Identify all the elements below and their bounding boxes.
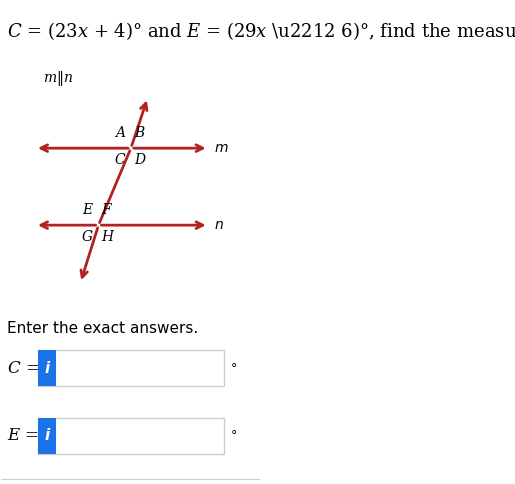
- Text: $m$: $m$: [214, 141, 228, 155]
- FancyBboxPatch shape: [38, 350, 224, 386]
- FancyBboxPatch shape: [38, 350, 56, 386]
- Text: D: D: [134, 153, 145, 167]
- Text: Enter the exact answers.: Enter the exact answers.: [7, 321, 198, 336]
- Text: B: B: [134, 126, 144, 140]
- Text: i: i: [44, 361, 49, 376]
- Text: $n$: $n$: [214, 218, 224, 232]
- Text: E: E: [83, 203, 93, 217]
- Text: H: H: [101, 230, 113, 244]
- Text: F: F: [101, 203, 111, 217]
- FancyBboxPatch shape: [2, 479, 261, 480]
- Text: $m\Vert n$: $m\Vert n$: [43, 69, 73, 88]
- Text: A: A: [115, 126, 125, 140]
- Text: $C$ =: $C$ =: [7, 360, 39, 377]
- Text: $C$ = (23$x$ + 4)° and $E$ = (29$x$ \u2212 6)°, find the measures of $C$ and $E$: $C$ = (23$x$ + 4)° and $E$ = (29$x$ \u22…: [7, 21, 515, 43]
- Text: °: °: [231, 362, 237, 375]
- Text: °: °: [231, 429, 237, 442]
- FancyBboxPatch shape: [38, 418, 224, 454]
- Text: $E$ =: $E$ =: [7, 427, 39, 444]
- Text: i: i: [44, 428, 49, 443]
- Text: C: C: [114, 153, 125, 167]
- Text: G: G: [82, 230, 93, 244]
- FancyBboxPatch shape: [38, 418, 56, 454]
